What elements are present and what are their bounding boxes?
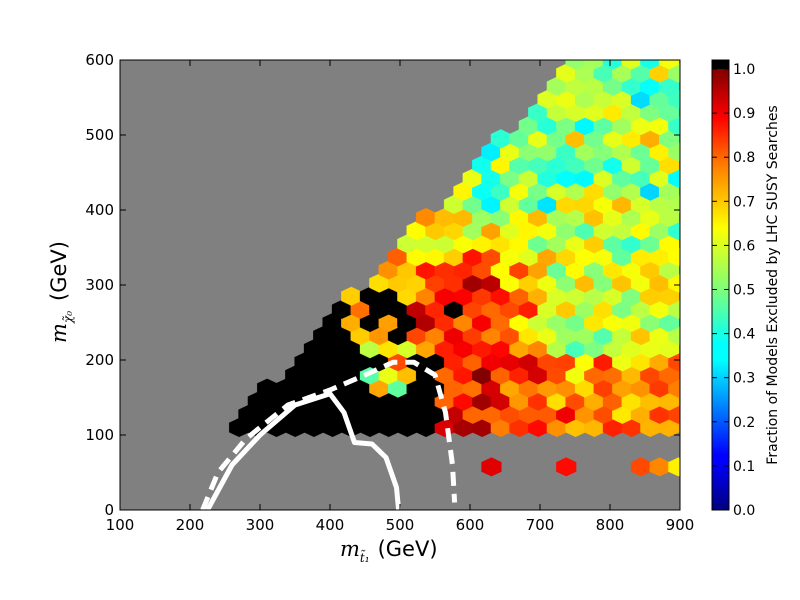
colorbar-tick-label: 0.1 bbox=[733, 459, 755, 475]
y-tick-label: 400 bbox=[85, 201, 114, 219]
colorbar-tick-label: 1.0 bbox=[733, 62, 755, 78]
y-tick-label: 600 bbox=[85, 51, 114, 69]
x-tick-label: 600 bbox=[456, 516, 485, 534]
colorbar-label: Fraction of Models Excluded by LHC SUSY … bbox=[765, 105, 781, 464]
colorbar-tick-label: 0.7 bbox=[733, 194, 755, 210]
colorbar-tick-label: 0.4 bbox=[733, 327, 755, 343]
x-tick-label: 700 bbox=[526, 516, 555, 534]
y-tick-label: 100 bbox=[85, 426, 114, 444]
y-tick-label: 200 bbox=[85, 351, 114, 369]
colorbar-tick-label: 0.5 bbox=[733, 283, 755, 299]
colorbar-tick-label: 0.3 bbox=[733, 371, 755, 387]
y-axis-label: mχ̃₀ (GeV) bbox=[47, 241, 75, 343]
y-axis-subscript: χ̃₀ bbox=[61, 311, 75, 324]
x-tick-label: 400 bbox=[316, 516, 345, 534]
x-axis-label: mt̃₁ (GeV) bbox=[340, 537, 438, 565]
x-tick-label: 200 bbox=[176, 516, 205, 534]
colorbar-tick-label: 0.8 bbox=[733, 150, 755, 166]
colorbar-tick-label: 0.9 bbox=[733, 106, 755, 122]
x-axis-subscript: t̃₁ bbox=[360, 549, 370, 565]
x-tick-label: 300 bbox=[246, 516, 275, 534]
colorbar-over-extension bbox=[712, 60, 729, 69]
colorbar-tick-label: 0.2 bbox=[733, 415, 755, 431]
y-tick-label: 500 bbox=[85, 126, 114, 144]
x-axis-unit: (GeV) bbox=[378, 537, 438, 561]
y-axis-unit: (GeV) bbox=[47, 241, 71, 301]
x-tick-label: 900 bbox=[666, 516, 695, 534]
y-axis-symbol: m bbox=[47, 323, 71, 343]
colorbar-tick-label: 0.0 bbox=[733, 503, 755, 519]
y-tick-label: 0 bbox=[104, 501, 114, 519]
colorbar-tick-label: 0.6 bbox=[733, 238, 755, 254]
x-tick-label: 800 bbox=[596, 516, 625, 534]
x-tick-label: 500 bbox=[386, 516, 415, 534]
y-tick-label: 300 bbox=[85, 276, 114, 294]
x-axis-symbol: m bbox=[340, 537, 360, 561]
